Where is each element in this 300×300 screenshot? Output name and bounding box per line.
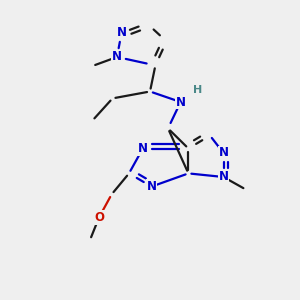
Text: N: N <box>138 142 148 155</box>
Text: N: N <box>146 180 157 193</box>
Text: N: N <box>218 170 229 184</box>
Text: N: N <box>176 95 186 109</box>
Text: H: H <box>193 85 202 95</box>
Text: N: N <box>218 146 229 160</box>
Text: N: N <box>116 26 127 40</box>
Text: N: N <box>112 50 122 64</box>
Text: O: O <box>94 211 104 224</box>
